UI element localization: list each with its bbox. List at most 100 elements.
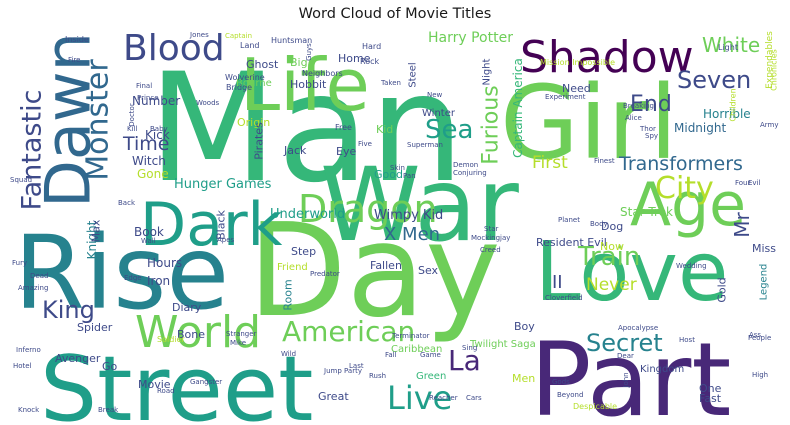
word-demon: Demon (453, 161, 478, 169)
word-cars: Cars (466, 394, 482, 402)
word-world: World (135, 307, 261, 358)
word-underworld: Underworld (270, 207, 345, 222)
word-x-men: X Men (384, 224, 440, 245)
word-amazing: Amazing (18, 284, 48, 292)
word-squad: Squad (10, 176, 32, 184)
word-one: One (699, 382, 722, 395)
word-body: Body (590, 220, 608, 228)
word-la: La (448, 344, 481, 377)
word-alice: Alice (625, 114, 642, 122)
word-great: Great (318, 390, 349, 403)
word-big: Big (290, 56, 308, 69)
word-creed: Creed (480, 246, 501, 254)
word-wolverine: Wolverine (225, 73, 265, 82)
word-edge: Edge (124, 274, 142, 282)
word-street: Street (40, 337, 313, 425)
word-legend: Legend (759, 264, 770, 301)
word-kingdom: Kingdom (640, 364, 684, 375)
word-life: Life (240, 43, 370, 127)
word-captain-america: Captain America (511, 58, 525, 158)
word-sex: Sex (418, 264, 439, 277)
word-book: Book (134, 225, 164, 239)
word-ass: Ass (749, 331, 761, 339)
word-iron: Iron (147, 274, 170, 288)
word-new: New (427, 91, 443, 99)
word-never: Never (586, 275, 637, 295)
word-wild: Wild (281, 350, 296, 358)
word-captain: Captain (225, 32, 252, 40)
word-jump: Jump (323, 367, 342, 375)
word-wedding: Wedding (676, 262, 707, 270)
word-bourne: Bourne (236, 78, 272, 89)
word-four: Four (735, 179, 750, 187)
word-road: Road (157, 387, 175, 395)
word-john: John (622, 372, 630, 388)
word-knight: Knight (85, 220, 99, 259)
word-terminator: Terminator (391, 332, 430, 340)
word-american: American (282, 315, 415, 348)
word-host: Host (679, 336, 695, 344)
word-hobbit: Hobbit (290, 78, 327, 91)
word-dead: Dead (30, 272, 48, 280)
word-transformers: Transformers (618, 153, 743, 175)
word-white: White (702, 33, 760, 57)
word-mockingjay: Mockingjay (471, 234, 510, 242)
word-inferno: Inferno (16, 346, 41, 354)
word-day: Day (248, 197, 501, 346)
word-cloverfield: Cloverfield (545, 294, 583, 302)
word-spy: Spy (645, 132, 658, 140)
word-sing: Sing (462, 344, 477, 352)
word-part: Part (530, 321, 731, 425)
word-dark: Dark (140, 190, 283, 260)
word-green: Green (416, 371, 446, 382)
word-avenger: Avenger (55, 352, 101, 365)
word-room: Room (282, 279, 295, 310)
word-step: Step (291, 245, 316, 258)
word-miss: Miss (752, 242, 776, 255)
word-doctor: Doctor (128, 103, 136, 127)
word-live: Live (387, 379, 452, 417)
word-free: Free (335, 123, 352, 132)
word-stranger: Stranger (226, 330, 257, 338)
word-chronicles: Chronicles (770, 49, 779, 91)
word-witch: Witch (132, 154, 166, 168)
word-despicable: Despicable (573, 402, 617, 411)
word-bridge: Bridge (226, 83, 252, 92)
word-gold: Gold (716, 277, 729, 302)
word-mike: Mike (230, 339, 246, 347)
word-last: Last (349, 362, 364, 370)
word-fallen: Fallen (370, 259, 402, 272)
word-midnight: Midnight (674, 121, 726, 135)
word-soldier: Soldier (157, 335, 185, 344)
word-boy: Boy (514, 320, 535, 333)
word-star-trek: Star Trek (620, 205, 673, 219)
word-king: King (42, 296, 95, 324)
word-reacher: Reacher (429, 394, 458, 402)
word-movie: Movie (138, 378, 171, 391)
word-harry-potter: Harry Potter (428, 30, 513, 46)
word-baby: Baby (150, 125, 168, 133)
word-hard: Hard (362, 42, 381, 51)
word-gone: Gone (137, 167, 169, 181)
word-fury: Fury (12, 259, 27, 267)
word-origin: Origin (237, 116, 270, 129)
word-light: Light (718, 43, 738, 52)
word-love: Love (535, 225, 728, 320)
chart-title: Word Cloud of Movie Titles (298, 6, 492, 22)
word-need: Need (562, 82, 591, 95)
word-dear: Dear (617, 352, 634, 360)
word-diary: Diary (172, 301, 202, 314)
word-predator: Predator (310, 270, 340, 278)
word-army: Army (760, 121, 779, 129)
word-woods: Woods (196, 99, 220, 107)
word-guys: Guys (305, 43, 313, 61)
word-people: People (748, 334, 771, 342)
word-resident-evil: Resident Evil (536, 236, 607, 249)
word-jones: Jones (189, 31, 209, 39)
word-sea: Sea (425, 115, 473, 145)
word-war: War (320, 146, 519, 265)
word-gods: Gods (552, 378, 570, 386)
word-rock: Rock (360, 57, 379, 66)
word-fire: Fire (68, 56, 81, 64)
word-planet: Planet (558, 216, 580, 224)
